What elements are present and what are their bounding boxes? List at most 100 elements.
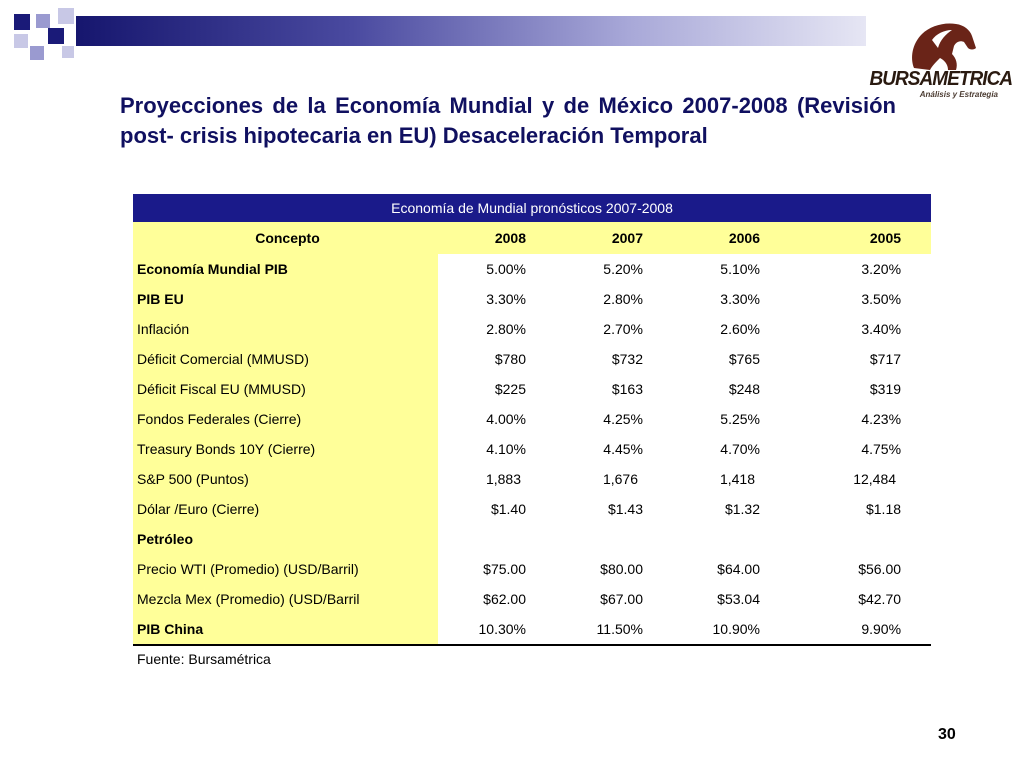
table-caption-row: Economía de Mundial pronósticos 2007-200… <box>133 194 932 222</box>
slide-title: Proyecciones de la Economía Mundial y de… <box>120 93 896 148</box>
row-value: 1,418 <box>719 471 755 487</box>
page-number: 30 <box>938 726 956 743</box>
row-value: $1.18 <box>865 501 902 517</box>
deco-square <box>48 28 64 44</box>
row-label: Déficit Fiscal EU (MMUSD) <box>133 374 438 404</box>
table-row: PIB EU 3.30% 2.80% 3.30% 3.50% <box>133 284 931 314</box>
table-row: Fondos Federales (Cierre) 4.00% 4.25% 5.25%… <box>133 404 931 434</box>
row-value: $53.04 <box>717 591 760 607</box>
row-value <box>556 524 673 554</box>
table-row: Treasury Bonds 10Y (Cierre) 4.10% 4.45% 4.7… <box>133 434 931 464</box>
row-value <box>438 524 556 554</box>
column-header-year: 2006 <box>673 222 790 254</box>
row-value: 2.80% <box>486 321 526 337</box>
row-value: 10.30% <box>438 614 556 646</box>
table-row: S&P 500 (Puntos) 1,883 1,676 1,418 12,484 <box>133 464 931 494</box>
deco-square <box>36 14 50 28</box>
row-value: 4.45% <box>603 441 643 457</box>
row-value: $75.00 <box>483 561 526 577</box>
table-row: Inflación 2.80% 2.70% 2.60% 3.40% <box>133 314 931 344</box>
row-value: $62.00 <box>483 591 526 607</box>
row-value: $732 <box>611 351 643 367</box>
row-value: 4.25% <box>603 411 643 427</box>
row-value: $765 <box>728 351 760 367</box>
row-value: 1,676 <box>602 471 638 487</box>
row-label: Economía Mundial PIB <box>133 254 438 284</box>
row-value: 4.10% <box>486 441 526 457</box>
deco-square <box>30 46 44 60</box>
row-label: Dólar /Euro (Cierre) <box>133 494 438 524</box>
deco-square <box>58 8 74 24</box>
row-label: Treasury Bonds 10Y (Cierre) <box>133 434 438 464</box>
deco-square <box>14 34 28 48</box>
source-note: Fuente: Bursamétrica <box>137 651 271 667</box>
row-value: 3.40% <box>861 321 902 337</box>
row-value: $1.43 <box>607 501 643 517</box>
table-row: PIB China 10.30% 11.50% 10.90% 9.90% <box>133 614 932 646</box>
row-value: $1.40 <box>490 501 526 517</box>
row-value: 3.30% <box>486 291 526 307</box>
row-value: $1.32 <box>724 501 760 517</box>
column-header-year: 2007 <box>556 222 673 254</box>
row-label: Petróleo <box>133 524 438 554</box>
row-value: $56.00 <box>858 561 902 577</box>
row-value: $42.70 <box>858 591 902 607</box>
row-value: 1,883 <box>485 471 521 487</box>
row-value: 10.90% <box>673 614 790 646</box>
column-header-row: Concepto 2008 2007 2006 2005 <box>133 222 932 254</box>
deco-square <box>62 46 74 58</box>
row-value: $225 <box>494 381 526 397</box>
row-value: 12,484 <box>853 471 897 487</box>
table-row: Economía Mundial PIB 5.00% 5.20% 5.10% 3.20% <box>133 254 931 284</box>
column-header-year: 2008 <box>438 222 556 254</box>
row-value <box>790 524 931 554</box>
logo-tagline: Análisis y Estrategia <box>919 90 998 99</box>
row-value: $163 <box>611 381 643 397</box>
table-row: Precio WTI (Promedio) (USD/Barril) $75.00… <box>133 554 931 584</box>
row-label: Déficit Comercial (MMUSD) <box>133 344 438 374</box>
row-value: $80.00 <box>600 561 643 577</box>
horse-head-icon <box>912 23 976 70</box>
table-row: Déficit Comercial (MMUSD) $780 $732 $765 $71… <box>133 344 931 374</box>
bursametrica-logo: BURSAMETRICA Análisis y Estrategia <box>866 18 1013 102</box>
table-row: Petróleo <box>133 524 931 554</box>
header-gradient-band <box>76 16 866 46</box>
table-row: Mezcla Mex (Promedio) (USD/Barril $62.00 $… <box>133 584 931 614</box>
deco-square <box>14 14 30 30</box>
row-value: 2.70% <box>603 321 643 337</box>
table-caption: Economía de Mundial pronósticos 2007-200… <box>133 194 932 222</box>
row-value: 11.50% <box>556 614 673 646</box>
column-header-year: 2005 <box>790 222 932 254</box>
row-label: Inflación <box>133 314 438 344</box>
row-value: 5.10% <box>720 261 760 277</box>
row-value: 5.20% <box>603 261 643 277</box>
row-value: 4.00% <box>486 411 526 427</box>
row-value: 2.60% <box>720 321 760 337</box>
row-value: 3.30% <box>720 291 760 307</box>
row-value: $248 <box>728 381 760 397</box>
row-value <box>673 524 790 554</box>
row-label: S&P 500 (Puntos) <box>133 464 438 494</box>
row-label: Fondos Federales (Cierre) <box>133 404 438 434</box>
row-value: $319 <box>869 381 902 397</box>
column-header-concept: Concepto <box>133 222 438 254</box>
table-row: Dólar /Euro (Cierre) $1.40 $1.43 $1.32 $1.18 <box>133 494 931 524</box>
row-value: 9.90% <box>790 614 932 646</box>
row-label: PIB China <box>133 614 438 646</box>
row-label: Mezcla Mex (Promedio) (USD/Barril <box>133 584 438 614</box>
row-value: $717 <box>869 351 902 367</box>
forecast-table: Economía de Mundial pronósticos 2007-200… <box>133 194 932 646</box>
row-value: 5.00% <box>486 261 526 277</box>
row-label: PIB EU <box>133 284 438 314</box>
row-value: 4.70% <box>720 441 760 457</box>
row-value: 3.50% <box>861 291 902 307</box>
logo-wordmark: BURSAMETRICA <box>869 68 1013 90</box>
row-value: $780 <box>494 351 526 367</box>
table-row: Déficit Fiscal EU (MMUSD) $225 $163 $248 $31… <box>133 374 931 404</box>
row-value: 4.75% <box>861 441 902 457</box>
row-value: $64.00 <box>717 561 760 577</box>
row-value: $67.00 <box>600 591 643 607</box>
row-label: Precio WTI (Promedio) (USD/Barril) <box>133 554 438 584</box>
row-value: 3.20% <box>861 261 902 277</box>
row-value: 5.25% <box>720 411 760 427</box>
